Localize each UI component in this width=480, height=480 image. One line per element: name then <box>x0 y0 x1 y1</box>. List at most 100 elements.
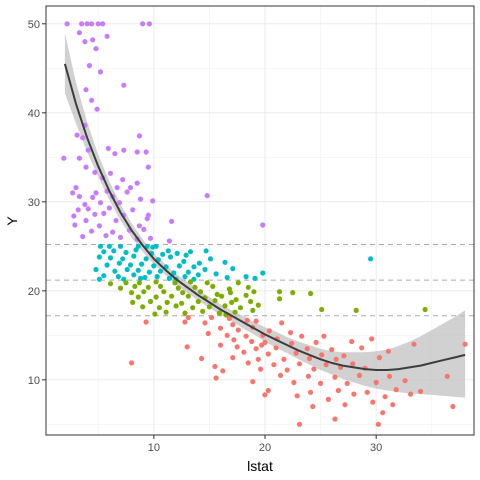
y-tick-label: 20 <box>28 286 40 298</box>
data-point <box>93 46 99 52</box>
data-point <box>117 285 124 291</box>
data-point <box>227 290 234 296</box>
data-point <box>130 299 136 305</box>
data-point <box>217 342 224 348</box>
data-point <box>163 309 169 315</box>
data-point <box>179 300 185 306</box>
data-point <box>373 379 379 386</box>
data-point <box>113 217 119 224</box>
data-point <box>191 264 197 270</box>
data-point <box>262 392 268 398</box>
data-point <box>279 320 285 326</box>
data-point <box>369 336 375 342</box>
data-point <box>210 283 216 289</box>
data-point <box>335 387 341 394</box>
data-point <box>364 389 370 395</box>
data-point <box>359 345 365 351</box>
data-point <box>100 21 106 27</box>
data-point <box>195 272 201 278</box>
data-point <box>192 284 198 290</box>
data-point <box>75 207 81 213</box>
data-point <box>156 305 162 311</box>
data-point <box>143 319 149 325</box>
data-point <box>293 350 299 356</box>
data-point <box>175 285 181 291</box>
data-point <box>244 317 250 323</box>
data-point <box>171 270 177 276</box>
data-point <box>243 274 249 280</box>
data-point <box>147 298 154 305</box>
data-point <box>104 33 110 39</box>
data-point <box>356 372 363 378</box>
data-point <box>137 275 144 281</box>
data-point <box>253 346 259 352</box>
data-point <box>344 380 350 386</box>
data-point <box>290 290 296 296</box>
data-point <box>94 106 100 112</box>
x-tick-label: 20 <box>259 442 271 454</box>
data-point <box>70 190 76 196</box>
data-point <box>127 185 134 191</box>
data-point <box>96 223 102 229</box>
data-point <box>85 147 91 153</box>
data-point <box>64 21 70 27</box>
data-point <box>202 266 208 273</box>
data-point <box>167 254 174 260</box>
data-point <box>308 389 314 395</box>
data-point <box>147 235 154 241</box>
data-point <box>351 391 357 397</box>
confidence-band <box>64 32 466 398</box>
data-point <box>273 345 279 351</box>
data-point <box>230 355 236 361</box>
y-axis-title: Y <box>4 216 20 226</box>
x-tick-label: 10 <box>148 442 160 454</box>
data-point <box>123 249 129 256</box>
data-point <box>370 399 376 405</box>
smooth-line-layer <box>63 63 466 371</box>
data-point <box>291 379 297 386</box>
data-point <box>173 303 179 309</box>
plot-border <box>45 5 475 436</box>
data-point <box>83 164 89 170</box>
data-point <box>342 402 348 408</box>
y-tick-label: 10 <box>28 375 40 387</box>
data-point <box>97 200 104 206</box>
data-point <box>129 360 135 366</box>
data-point <box>243 292 249 298</box>
data-point <box>252 275 258 281</box>
data-point <box>231 337 237 343</box>
data-point <box>226 315 232 321</box>
data-point <box>103 233 109 239</box>
data-point <box>349 338 355 345</box>
data-point <box>120 177 126 183</box>
data-point <box>154 274 160 280</box>
data-point <box>382 394 388 400</box>
data-point <box>107 281 114 287</box>
data-point <box>385 348 391 354</box>
data-point <box>83 87 89 93</box>
data-point <box>259 342 265 348</box>
data-point <box>185 269 191 275</box>
data-point <box>136 223 142 229</box>
data-point <box>135 267 141 273</box>
data-point <box>234 344 240 350</box>
data-point <box>166 238 172 244</box>
data-point <box>214 291 220 297</box>
data-point <box>376 355 383 361</box>
data-point <box>230 266 236 272</box>
data-point <box>181 258 187 264</box>
data-point <box>131 253 137 259</box>
data-point <box>251 289 257 295</box>
data-point <box>230 322 236 328</box>
data-point <box>84 21 90 27</box>
data-point <box>197 289 204 295</box>
data-point <box>375 421 381 427</box>
data-point <box>195 298 201 305</box>
data-point <box>258 366 264 372</box>
data-point <box>212 363 218 370</box>
data-point <box>296 421 303 427</box>
data-point <box>112 268 118 274</box>
data-point <box>213 271 219 277</box>
data-point <box>332 416 338 422</box>
